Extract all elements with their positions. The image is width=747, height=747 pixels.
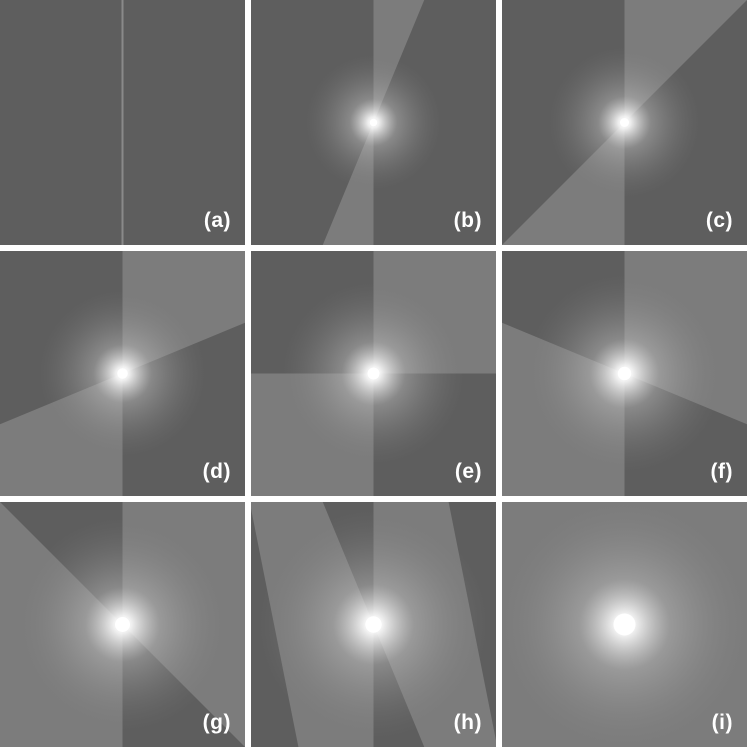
bright-core	[620, 118, 629, 127]
bright-line	[121, 0, 124, 245]
panel-image	[0, 502, 245, 747]
panel-9: (i)	[502, 502, 747, 747]
panel-2: (b)	[251, 0, 496, 245]
panel-4: (d)	[0, 251, 245, 496]
panel-8: (h)	[251, 502, 496, 747]
panel-image	[251, 502, 496, 747]
panel-image	[0, 251, 245, 496]
panel-label: (f)	[710, 460, 733, 483]
panel-3: (c)	[502, 0, 747, 245]
panel-label: (i)	[711, 711, 733, 734]
bright-core	[369, 118, 378, 127]
panel-7: (g)	[0, 502, 245, 747]
panel-label: (b)	[453, 209, 482, 232]
bright-core	[115, 617, 130, 632]
panel-image	[502, 502, 747, 747]
panel-label: (d)	[202, 460, 231, 483]
panel-label: (g)	[202, 711, 231, 734]
panel-label: (h)	[453, 711, 482, 734]
panel-label: (c)	[705, 209, 733, 232]
bright-core	[617, 366, 632, 381]
bright-core	[365, 616, 382, 633]
panel-image	[251, 0, 496, 245]
panel-image	[502, 251, 747, 496]
panel-image	[0, 0, 245, 245]
bright-spot	[613, 613, 636, 636]
panel-1: (a)	[0, 0, 245, 245]
panel-image	[502, 0, 747, 245]
panel-label: (e)	[454, 460, 482, 483]
bright-core	[117, 368, 128, 379]
panel-label: (a)	[203, 209, 231, 232]
panel-5: (e)	[251, 251, 496, 496]
panel-image	[251, 251, 496, 496]
panel-6: (f)	[502, 251, 747, 496]
bright-core	[367, 367, 380, 380]
